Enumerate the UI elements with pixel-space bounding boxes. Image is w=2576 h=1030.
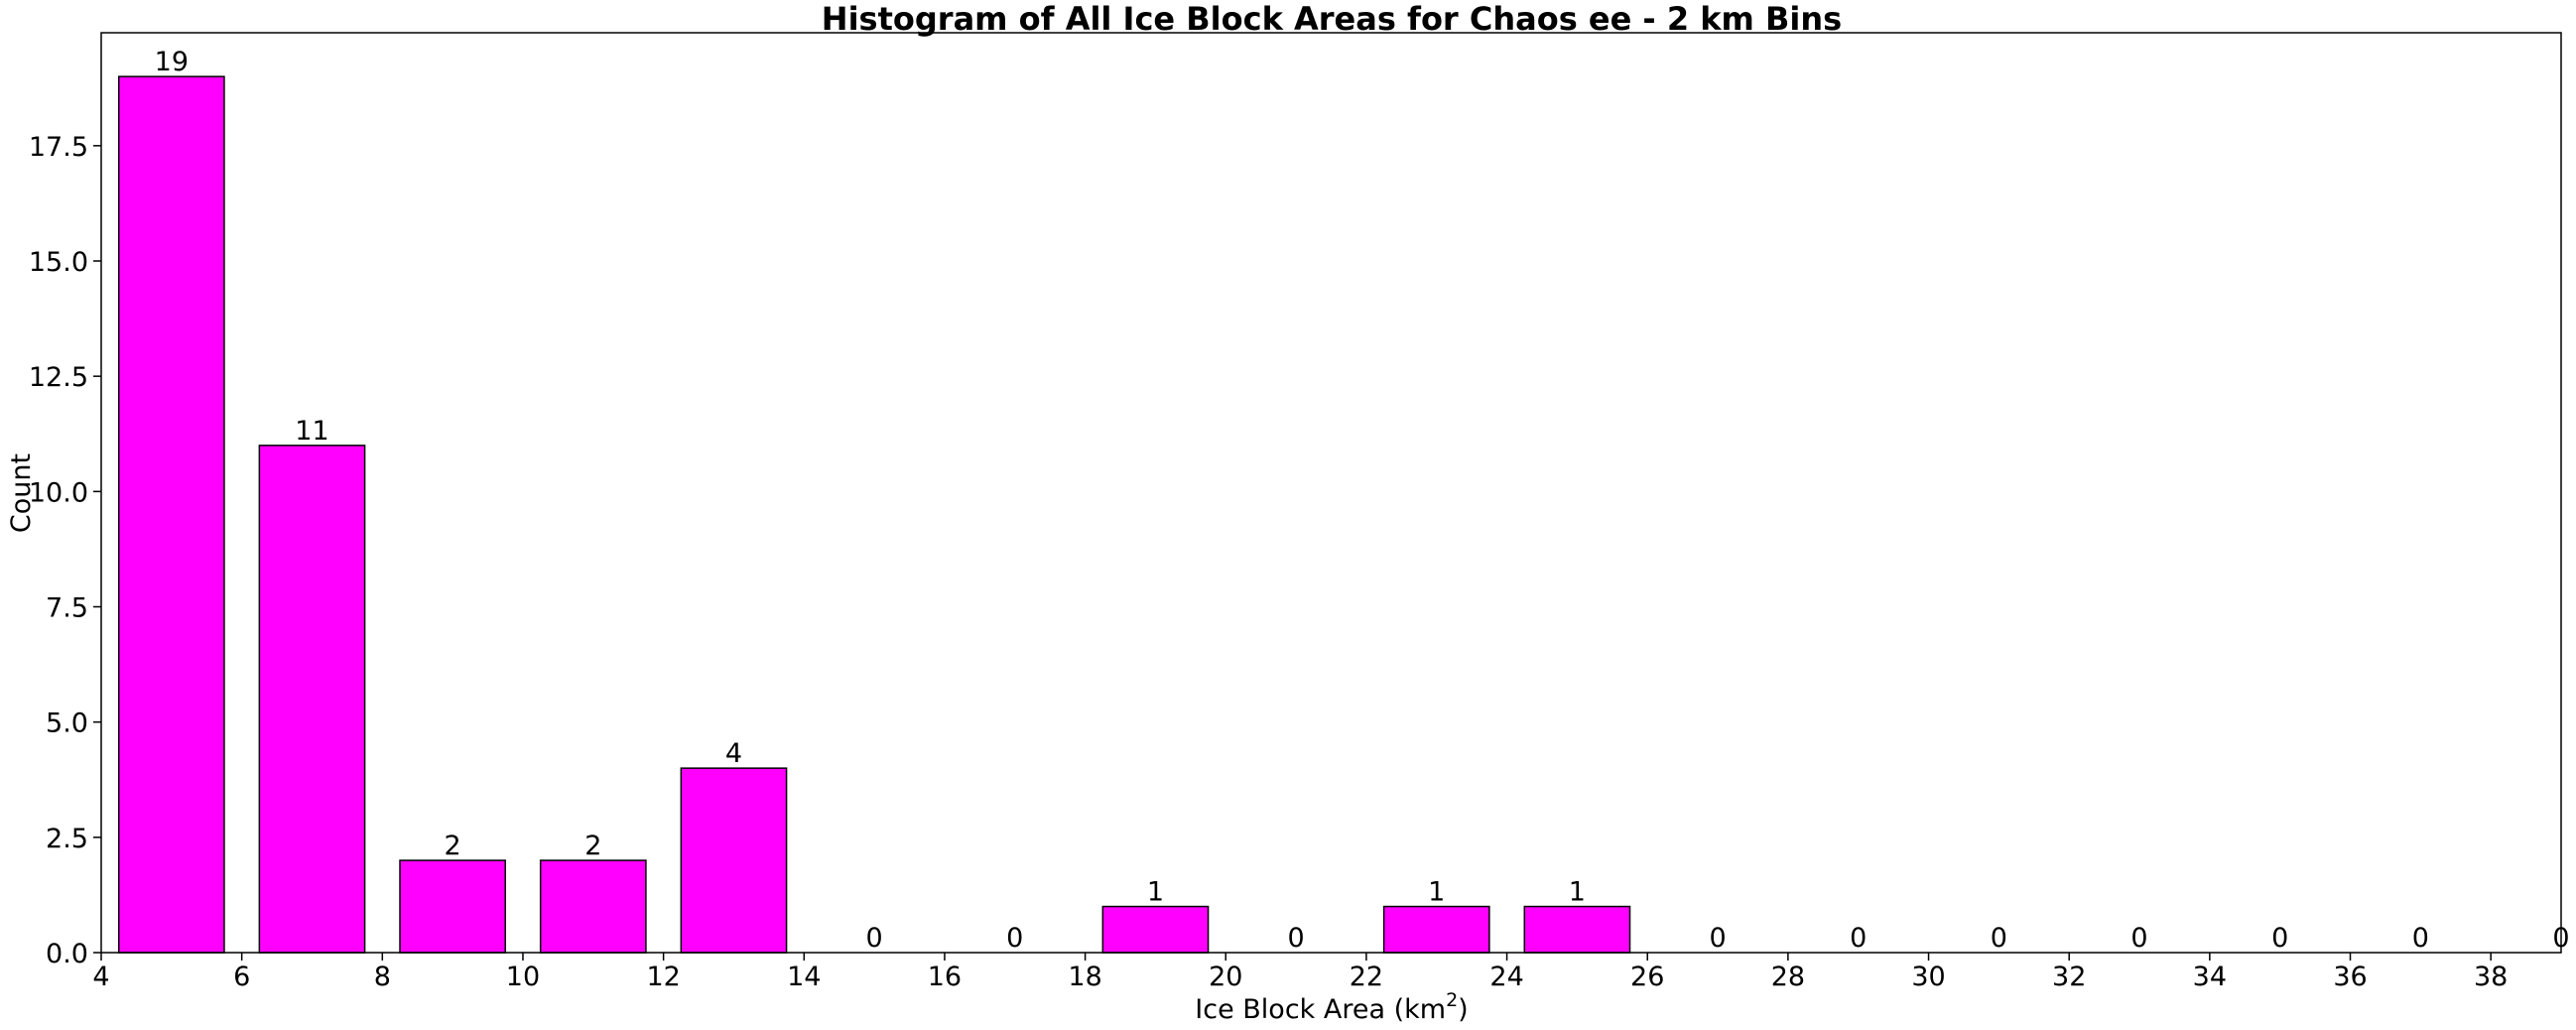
bar-25 [1523,905,1631,954]
x-tick-label: 20 [1209,962,1242,992]
bar-value-label: 2 [584,831,601,861]
y-tick-label: 0.0 [46,939,88,969]
x-tick-label: 14 [787,962,821,992]
x-tick-label: 32 [2052,962,2086,992]
bar-value-label: 1 [1428,877,1445,908]
bar-13 [680,767,788,954]
bar-9 [399,859,507,954]
y-axis-label: Count [6,453,37,533]
bar-value-label: 4 [725,738,742,769]
x-tick-label: 26 [1630,962,1664,992]
bar-value-label: 0 [2271,923,2288,954]
bar-23 [1382,905,1490,954]
x-axis-ticks: 4 6 8 10 12 14 16 18 20 22 24 26 28 30 32 34 36 38 [92,953,2508,992]
x-axis-label-superscript: 2 [1446,989,1458,1011]
x-tick-label: 4 [92,962,109,992]
bar-value-label: 0 [2130,923,2147,954]
bars-group [117,75,1631,954]
y-axis-ticks: 0.0 2.5 5.0 7.5 10.0 12.5 15.0 17.5 [29,132,101,969]
x-tick-label: 6 [233,962,250,992]
y-tick-label: 5.0 [46,708,88,739]
y-tick-label: 15.0 [29,247,88,278]
y-tick-label: 17.5 [29,132,88,163]
x-tick-label: 10 [506,962,540,992]
bar-19 [1101,905,1210,954]
x-tick-label: 24 [1489,962,1523,992]
bar-value-label: 0 [2412,923,2429,954]
bar-value-label: 0 [1991,923,2007,954]
bar-value-label: 0 [1006,923,1023,954]
bar-value-label: 2 [445,831,461,861]
x-tick-label: 12 [646,962,680,992]
bar-value-label: 0 [1850,923,1867,954]
x-tick-label: 28 [1771,962,1805,992]
bar-value-label: 0 [866,923,883,954]
plot-frame [100,32,2562,954]
bar-value-label: 0 [1709,923,1726,954]
chart-title: Histogram of All Ice Block Areas for Cha… [822,0,1842,38]
x-tick-label: 36 [2333,962,2367,992]
bar-11 [539,859,647,954]
x-tick-label: 8 [374,962,391,992]
x-tick-label: 16 [928,962,962,992]
bar-5 [117,75,225,954]
bar-value-label: 11 [295,416,328,447]
y-tick-label: 2.5 [46,824,88,854]
y-tick-label: 10.0 [29,477,88,508]
bar-value-label: 1 [1147,877,1164,908]
x-tick-label: 18 [1068,962,1101,992]
x-tick-label: 30 [1911,962,1945,992]
bar-value-label: 0 [1287,923,1304,954]
x-tick-label: 38 [2474,962,2508,992]
bar-value-label: 19 [155,47,189,77]
x-tick-label: 34 [2193,962,2227,992]
bar-value-label: 1 [1569,877,1586,908]
y-tick-label: 12.5 [29,362,88,393]
bar-7 [258,445,366,954]
x-axis-label: Ice Block Area (km2) [1195,989,1468,1025]
x-tick-label: 22 [1350,962,1383,992]
y-tick-label: 7.5 [46,593,88,624]
